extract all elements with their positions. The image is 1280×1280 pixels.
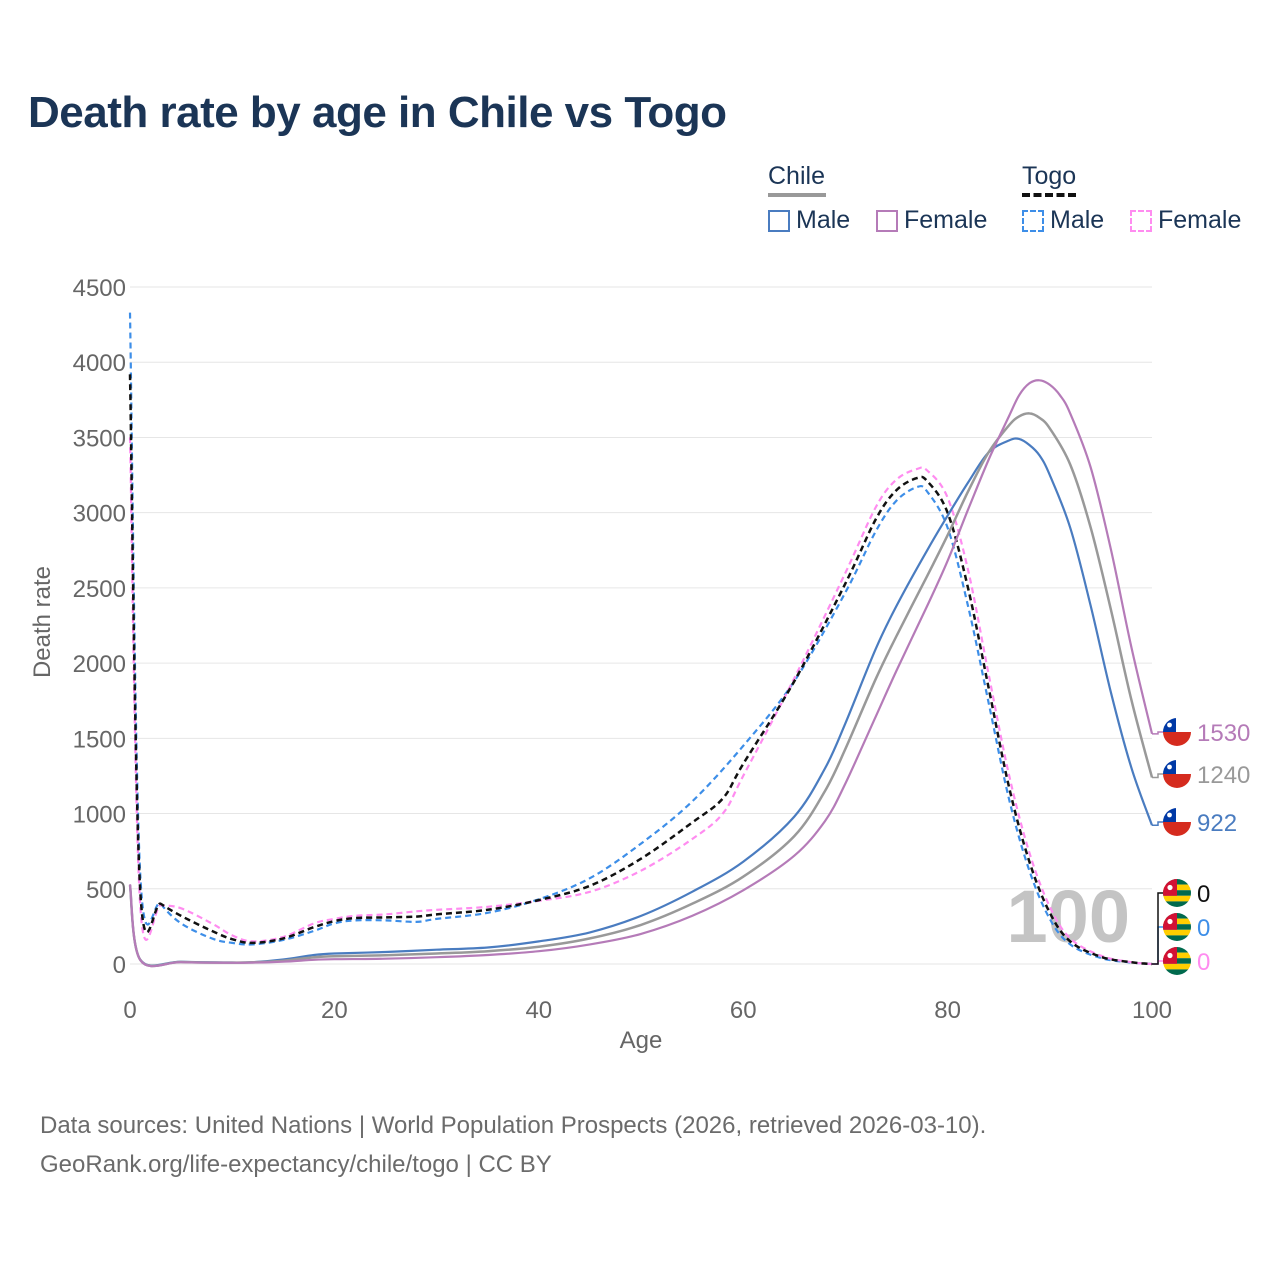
legend-swatch-togo-male bbox=[1022, 209, 1044, 232]
chile-flag-icon bbox=[1163, 718, 1191, 746]
end-label-connector bbox=[1152, 731, 1164, 735]
end-label-value: 0 bbox=[1197, 915, 1210, 942]
legend-swatch-chile-female bbox=[876, 209, 898, 232]
legend-group-chile-label: Chile bbox=[768, 162, 825, 190]
end-label-chile-female: 1530 bbox=[1152, 718, 1250, 747]
x-tick-label: 60 bbox=[730, 997, 757, 1024]
y-tick-label: 2500 bbox=[73, 576, 126, 603]
series-line-chile-total[interactable] bbox=[128, 412, 1154, 968]
legend-swatch-chile-male bbox=[768, 209, 790, 232]
togo-flag-icon bbox=[1163, 879, 1191, 907]
end-label-value: 1240 bbox=[1197, 762, 1250, 789]
source-note: Data sources: United Nations | World Pop… bbox=[40, 1106, 986, 1184]
series-line-chile-female[interactable] bbox=[128, 379, 1154, 968]
legend-label-togo-female: Female bbox=[1158, 206, 1242, 234]
legend-item-chile-male[interactable]: Male bbox=[768, 206, 850, 235]
source-line-1: Data sources: United Nations | World Pop… bbox=[40, 1106, 986, 1145]
x-tick-label: 0 bbox=[123, 997, 136, 1024]
legend-label-chile-male: Male bbox=[796, 206, 851, 234]
y-tick-label: 3500 bbox=[73, 425, 126, 452]
source-text: Data sources: United Nations | World Pop… bbox=[40, 1112, 987, 1139]
chile-flag-icon bbox=[1163, 760, 1191, 788]
end-label-chile-total: 1240 bbox=[1152, 760, 1250, 789]
x-axis-label: Age bbox=[620, 1027, 663, 1054]
y-tick-label: 4500 bbox=[73, 275, 126, 302]
togo-flag-icon bbox=[1163, 947, 1191, 975]
y-axis-label: Death rate bbox=[29, 566, 56, 678]
age-marker-label: 100 bbox=[1007, 875, 1130, 958]
y-tick-label: 0 bbox=[113, 952, 126, 979]
source-link[interactable]: GeoRank.org/life-expectancy/chile/togo |… bbox=[40, 1151, 552, 1178]
end-label-togo-total: 0 bbox=[1152, 879, 1210, 965]
series-line-togo-male[interactable] bbox=[128, 312, 1153, 966]
legend-label-chile-female: Female bbox=[904, 206, 988, 234]
end-label-connector bbox=[1152, 821, 1164, 827]
series-line-togo-total[interactable] bbox=[128, 374, 1153, 966]
legend-item-chile-female[interactable]: Female bbox=[876, 206, 987, 235]
y-tick-label: 2000 bbox=[73, 651, 126, 678]
end-label-chile-male: 922 bbox=[1152, 808, 1237, 837]
end-label-value: 0 bbox=[1197, 881, 1210, 908]
x-tick-label: 80 bbox=[934, 997, 961, 1024]
end-label-value: 922 bbox=[1197, 810, 1237, 837]
legend: Chile Male Female Togo Male Female bbox=[0, 160, 1280, 250]
legend-swatch-togo-female bbox=[1130, 209, 1152, 232]
end-label-togo-male: 0 bbox=[1152, 913, 1210, 965]
y-tick-label: 3000 bbox=[73, 501, 126, 528]
end-label-value: 1530 bbox=[1197, 720, 1250, 747]
end-label-connector bbox=[1152, 892, 1164, 965]
togo-flag-icon bbox=[1163, 913, 1191, 941]
end-label-togo-female: 0 bbox=[1152, 947, 1210, 976]
x-tick-label: 20 bbox=[321, 997, 348, 1024]
source-line-2[interactable]: GeoRank.org/life-expectancy/chile/togo |… bbox=[40, 1145, 986, 1184]
legend-group-chile: Chile bbox=[768, 162, 826, 197]
legend-group-togo-label: Togo bbox=[1022, 162, 1077, 190]
x-tick-label: 40 bbox=[525, 997, 552, 1024]
legend-group-togo: Togo bbox=[1022, 162, 1077, 197]
end-label-value: 0 bbox=[1197, 949, 1210, 976]
legend-group-togo-line bbox=[1022, 193, 1076, 197]
chile-flag-icon bbox=[1163, 808, 1191, 836]
y-tick-label: 4000 bbox=[73, 350, 126, 377]
chart-title: Death rate by age in Chile vs Togo bbox=[28, 88, 727, 137]
y-tick-label: 500 bbox=[86, 877, 126, 904]
series-line-togo-female[interactable] bbox=[128, 437, 1153, 966]
legend-item-togo-male[interactable]: Male bbox=[1022, 206, 1104, 235]
legend-item-togo-female[interactable]: Female bbox=[1130, 206, 1241, 235]
legend-group-chile-line bbox=[768, 193, 826, 197]
y-tick-label: 1500 bbox=[73, 726, 126, 753]
series-line-chile-male[interactable] bbox=[128, 437, 1154, 967]
y-tick-label: 1000 bbox=[73, 802, 126, 829]
x-tick-label: 100 bbox=[1132, 997, 1172, 1024]
legend-label-togo-male: Male bbox=[1050, 206, 1105, 234]
end-label-connector bbox=[1152, 773, 1164, 779]
